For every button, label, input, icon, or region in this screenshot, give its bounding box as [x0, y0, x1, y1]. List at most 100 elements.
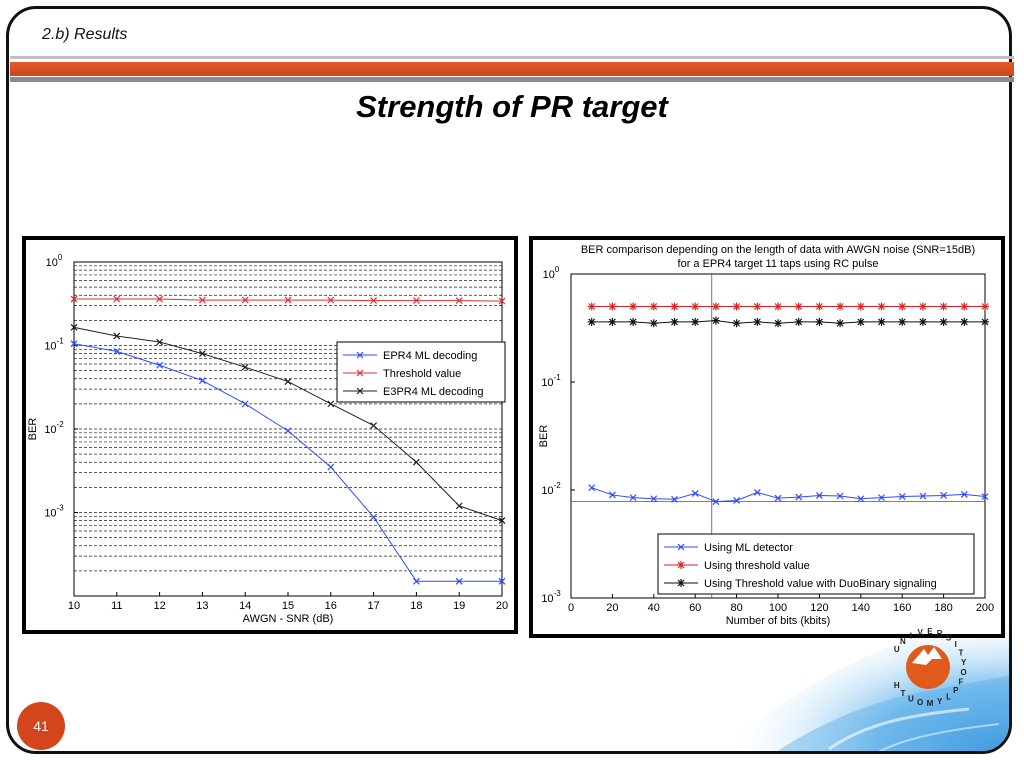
legend-label: Using threshold value — [704, 560, 810, 572]
logo-letter: N — [900, 637, 906, 646]
series-3-point — [412, 458, 420, 466]
series-3-point — [70, 323, 78, 331]
series-3-point — [629, 317, 638, 326]
series-3-point — [241, 363, 249, 371]
series-2-point — [939, 302, 948, 311]
series-2-point — [113, 295, 121, 303]
logo-letter: U — [894, 645, 900, 654]
series-2-point — [608, 302, 617, 311]
chart-ber-vs-data-length-svg: BER comparison depending on the length o… — [538, 244, 994, 627]
series-3-point — [856, 317, 865, 326]
series-3-point — [327, 400, 335, 408]
y-tick-label: 10-2 — [44, 420, 64, 436]
series-3-point — [877, 317, 886, 326]
x-axis-label: Number of bits (kbits) — [726, 615, 831, 627]
logo-letter: T — [900, 689, 905, 698]
legend-label: EPR4 ML decoding — [383, 350, 477, 362]
series-3-point — [960, 317, 969, 326]
series-1-point — [455, 577, 463, 585]
logo-letter: L — [946, 693, 951, 702]
logo-mark — [912, 647, 942, 665]
series-3-point — [455, 502, 463, 510]
legend-marker — [677, 579, 685, 587]
series-1-point — [498, 577, 506, 585]
series-2-point — [691, 302, 700, 311]
logo-letter: Y — [937, 697, 943, 706]
logo-letter: T — [959, 649, 964, 658]
y-tick-label: 10-2 — [541, 481, 561, 497]
x-tick-label: 80 — [730, 602, 742, 614]
series-2-point — [327, 296, 335, 304]
series-3-point — [113, 332, 121, 340]
series-2-point — [877, 302, 886, 311]
y-axis-label: BER — [538, 425, 550, 448]
series-3-point — [711, 316, 720, 325]
x-tick-label: 19 — [453, 600, 465, 612]
series-2-point — [815, 302, 824, 311]
legend-marker — [677, 561, 685, 569]
y-tick-label: 100 — [543, 265, 560, 281]
legend-label: Using ML detector — [704, 542, 793, 554]
series-3-point — [898, 317, 907, 326]
logo-letter: O — [961, 668, 967, 677]
series-1-point — [898, 493, 906, 500]
x-tick-label: 15 — [282, 600, 294, 612]
legend-marker — [677, 543, 685, 551]
x-axis-label: AWGN - SNR (dB) — [243, 613, 334, 625]
page-number-badge: 41 — [17, 702, 65, 750]
series-3-point — [498, 517, 506, 525]
logo-letter: I — [955, 640, 957, 649]
x-tick-label: 0 — [568, 602, 574, 614]
series-1-point — [650, 495, 658, 503]
header-band-thin — [10, 56, 1014, 59]
legend-box — [336, 341, 506, 403]
legend-marker — [356, 387, 364, 395]
series-1-point — [795, 493, 803, 501]
series-1-point — [412, 577, 420, 585]
series-3-point — [981, 317, 989, 326]
series-2-point — [774, 302, 782, 311]
series-3-point — [587, 317, 596, 326]
series-3-point — [918, 317, 927, 326]
series-3-point — [691, 317, 700, 326]
x-tick-label: 18 — [410, 600, 422, 612]
legend-marker — [356, 369, 364, 377]
series-3-point — [794, 317, 803, 326]
series-3-point — [753, 317, 762, 326]
series-3-point — [198, 350, 206, 358]
x-tick-label: 140 — [852, 602, 870, 614]
x-tick-label: 160 — [893, 602, 911, 614]
series-1-point — [712, 498, 720, 506]
series-3-point — [370, 422, 378, 429]
series-3-point — [670, 317, 679, 326]
logo-letter: R — [937, 629, 943, 638]
chart-ber-vs-snr: 10 11 12 13 14 15 16 17 18 19 20 100 10-1 10-2 10-3 AWG… — [22, 236, 518, 634]
y-tick-label: 10-1 — [541, 373, 561, 389]
series-1-point — [691, 489, 699, 497]
x-tick-label: 12 — [153, 600, 165, 612]
series-3-point — [939, 317, 948, 326]
water-background-graphic — [716, 605, 1009, 751]
series-3-point — [774, 319, 782, 328]
logo-letter: F — [959, 677, 964, 686]
series-2-point — [794, 302, 803, 311]
series-2-point — [898, 302, 907, 311]
series-1-point — [960, 490, 968, 498]
series-1-point — [284, 427, 292, 435]
x-tick-label: 16 — [325, 600, 337, 612]
legend-label: Threshold value — [383, 368, 461, 380]
x-tick-label: 17 — [367, 600, 379, 612]
series-2-point — [284, 296, 292, 304]
x-tick-label: 200 — [976, 602, 994, 614]
series-1-point — [981, 493, 989, 500]
series-1-point — [70, 340, 78, 348]
series-2-point — [836, 302, 845, 311]
chart-title: BER comparison depending on the length o… — [581, 244, 975, 256]
series-1-point — [327, 463, 335, 471]
logo-letter: E — [927, 627, 933, 636]
series-3-point — [732, 319, 741, 328]
series-1-point — [733, 497, 741, 504]
y-axis-label: BER — [27, 418, 39, 441]
series-1-point — [815, 492, 823, 499]
series-2-point — [670, 302, 679, 311]
